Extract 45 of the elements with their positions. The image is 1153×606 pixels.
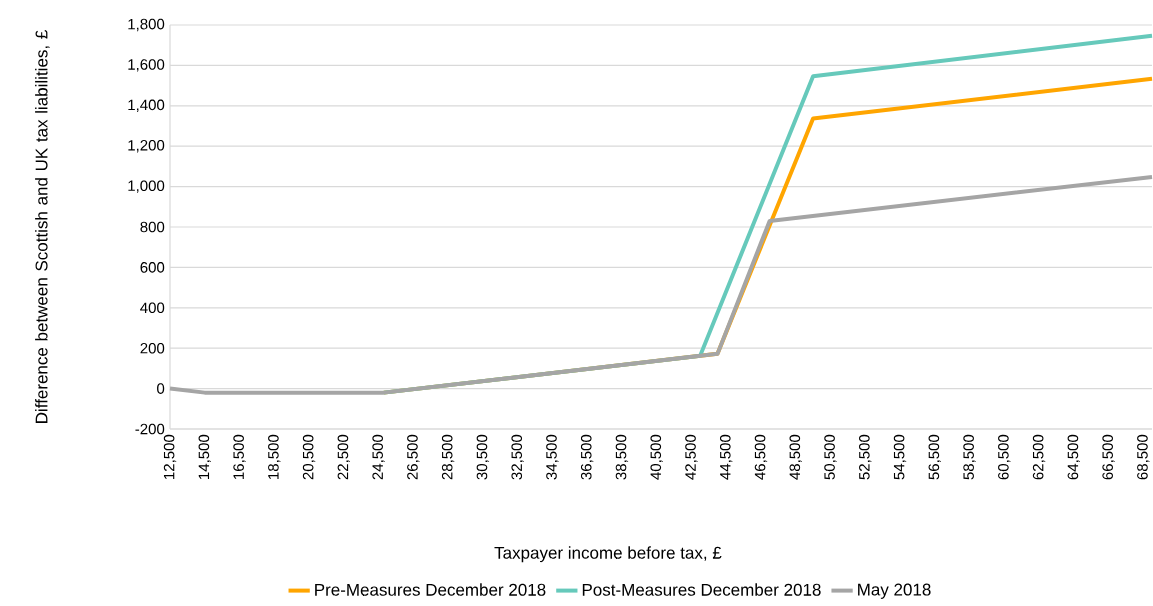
x-tick-label: 18,500 <box>268 434 281 479</box>
x-tick-label: 42,500 <box>685 434 698 480</box>
x-tick-label: 34,500 <box>546 434 559 480</box>
y-tick-label: 1,200 <box>128 140 165 153</box>
x-axis-title: Taxpayer income before tax, £ <box>494 546 722 563</box>
y-tick-label: 1,400 <box>128 99 165 112</box>
x-tick-label: 40,500 <box>650 434 663 480</box>
y-tick-label: 1,600 <box>128 59 165 72</box>
x-tick-label: 30,500 <box>476 434 490 480</box>
x-tick-label: 22,500 <box>337 434 351 480</box>
x-tick-label: 46,500 <box>754 434 768 480</box>
x-tick-label: 44,500 <box>719 434 733 480</box>
y-tick-label: 0 <box>157 383 165 394</box>
x-tick-label: 54,500 <box>893 434 907 480</box>
x-tick-label: 28,500 <box>441 434 455 480</box>
x-tick-label: 58,500 <box>963 434 976 480</box>
y-axis-title: Difference between Scottish and UK tax liabilities, £ <box>35 30 50 423</box>
x-tick-label: 16,500 <box>233 434 246 479</box>
x-tick-label: 48,500 <box>789 434 802 480</box>
x-tick-label: 12,500 <box>163 434 177 479</box>
x-tick-label: 36,500 <box>580 434 594 480</box>
x-tick-label: 68,500 <box>1137 434 1150 480</box>
y-tick-label: 1,800 <box>128 18 165 32</box>
y-tick-label: 200 <box>140 342 165 354</box>
x-tick-label: 26,500 <box>407 434 420 480</box>
legend-label: Pre-Measures December 2018 <box>315 583 546 596</box>
x-tick-label: 14,500 <box>198 434 211 479</box>
x-tick-label: 38,500 <box>615 434 629 480</box>
y-tick-label: 800 <box>140 221 165 233</box>
y-tick-label: -200 <box>135 423 165 435</box>
y-tick-label: 600 <box>140 262 165 273</box>
y-tick-label: 400 <box>140 302 165 314</box>
x-tick-label: 24,500 <box>372 434 385 480</box>
x-tick-label: 64,500 <box>1067 434 1080 480</box>
legend-label: May 2018 <box>858 583 931 599</box>
x-tick-label: 56,500 <box>928 434 941 480</box>
y-tick-label: 1,000 <box>128 180 165 193</box>
x-tick-label: 66,500 <box>1102 434 1115 480</box>
x-tick-label: 50,500 <box>824 434 837 480</box>
x-tick-label: 62,500 <box>1032 434 1046 480</box>
x-tick-label: 32,500 <box>511 434 524 480</box>
x-tick-label: 60,500 <box>998 434 1011 480</box>
x-tick-label: 20,500 <box>302 434 316 480</box>
x-tick-label: 52,500 <box>859 434 872 480</box>
legend-label: Post-Measures December 2018 <box>582 583 821 596</box>
